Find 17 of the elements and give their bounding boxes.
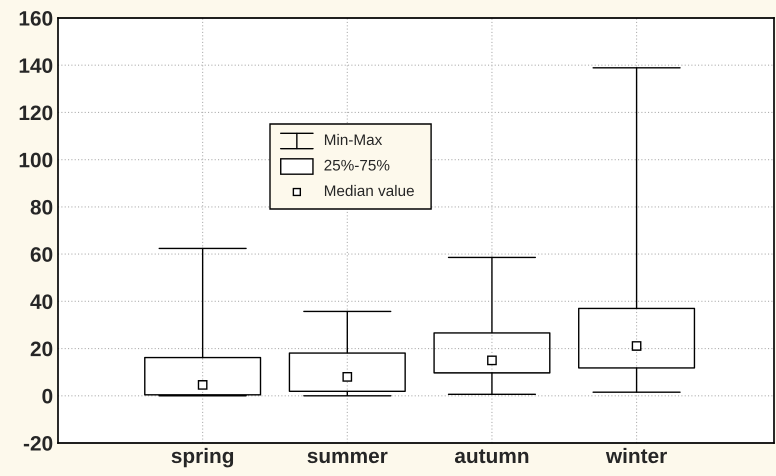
x-tick-label: winter <box>606 448 667 464</box>
x-tick-label: summer <box>308 452 388 464</box>
y-tick-label: 80 <box>30 200 52 215</box>
y-tick-label: 40 <box>30 294 52 310</box>
y-tick-label: 20 <box>30 342 52 356</box>
x-tick-label: spring <box>172 448 234 468</box>
y-tick-label: 160 <box>20 11 52 26</box>
annotation: 25%-75% <box>324 160 390 171</box>
annotation: Median value <box>324 184 414 196</box>
y-tick-label: -20 <box>24 436 52 451</box>
y-tick-label: 140 <box>20 58 52 73</box>
x-tick-label: autumn <box>454 449 528 464</box>
y-tick-label: 100 <box>20 152 52 168</box>
y-tick-label: 120 <box>20 105 52 120</box>
y-tick-label: 60 <box>30 247 52 262</box>
y-tick-label: 0 <box>42 388 52 404</box>
annotation: Min-Max <box>324 134 382 146</box>
